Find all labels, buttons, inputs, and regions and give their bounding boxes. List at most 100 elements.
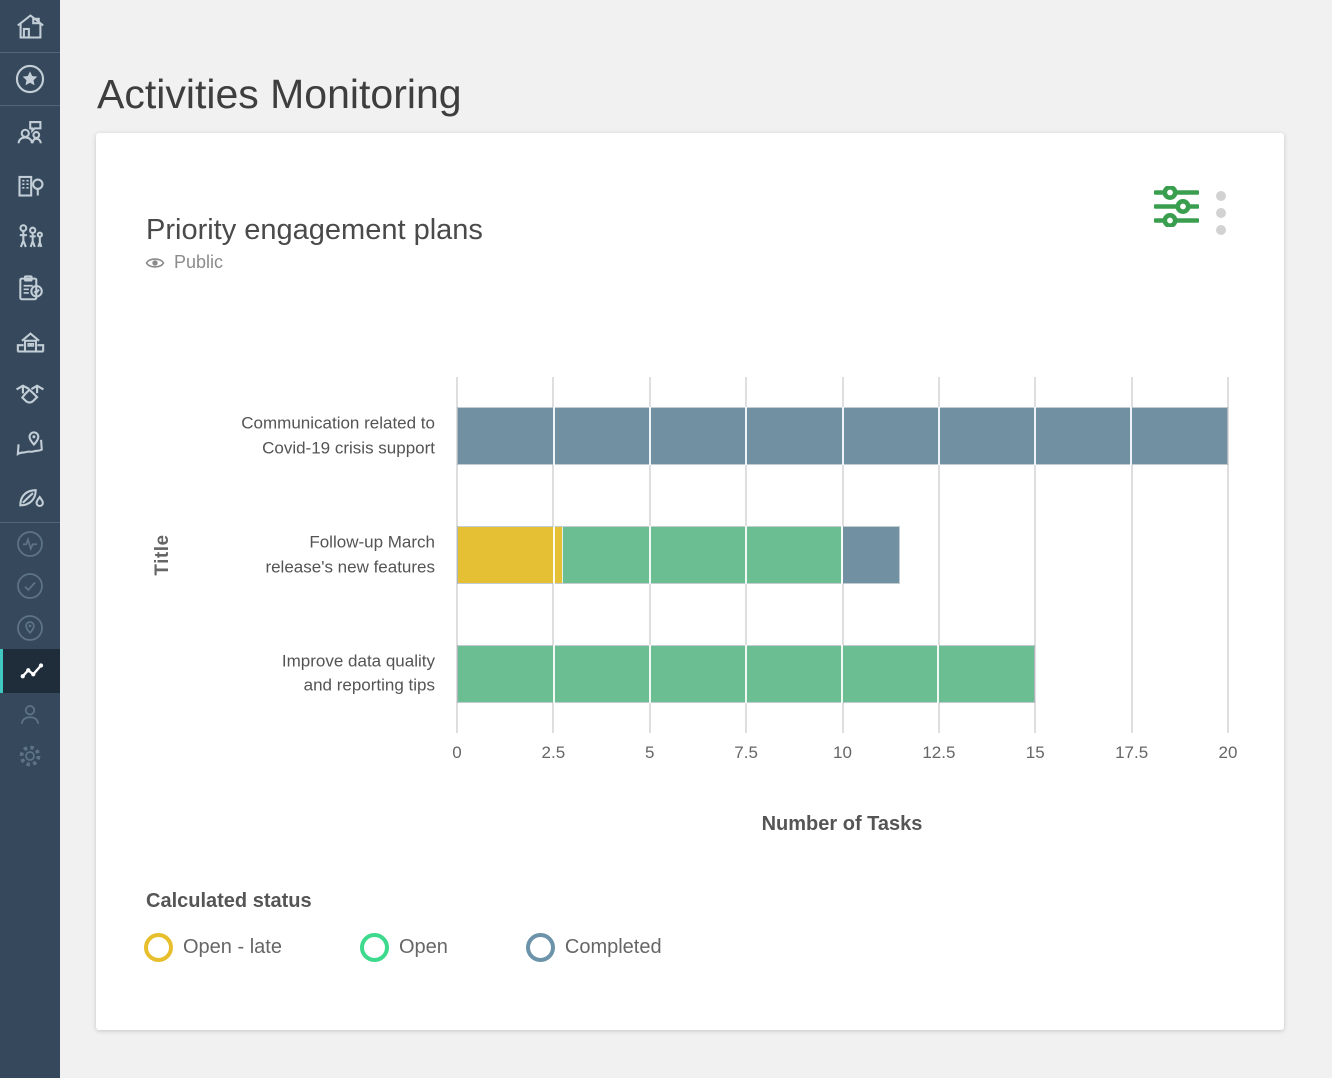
bar-grid-line xyxy=(553,407,556,466)
bar-grid-line xyxy=(1033,407,1036,466)
bar-grid-line xyxy=(937,407,940,466)
eye-icon xyxy=(145,257,165,268)
bar-grid-line xyxy=(745,644,748,703)
bar-grid-line xyxy=(648,526,651,584)
bar-grid-line xyxy=(553,644,556,703)
grid-line xyxy=(456,377,458,733)
star-icon xyxy=(15,64,45,94)
sidebar-item-star[interactable] xyxy=(0,53,60,105)
x-tick-label: 2.5 xyxy=(541,743,566,762)
x-tick-label: 10 xyxy=(833,743,852,762)
x-tick-label: 17.5 xyxy=(1115,743,1149,762)
legend-item[interactable]: Open xyxy=(359,933,448,962)
home-icon xyxy=(16,13,44,39)
sidebar-item-settings[interactable] xyxy=(0,735,60,777)
settings-gear-icon xyxy=(19,745,41,767)
bar-grid-line xyxy=(1129,407,1132,466)
x-tick-label: 0 xyxy=(452,743,462,762)
bar-grid-line xyxy=(649,407,652,466)
legend-ring-icon xyxy=(359,933,389,962)
grid-line xyxy=(1130,377,1133,733)
category-label: Improve data quality and reporting tips xyxy=(281,651,435,695)
bar-row xyxy=(457,407,1228,466)
sidebar-item-map[interactable] xyxy=(0,418,60,470)
line-chart-icon xyxy=(20,663,43,679)
page-title: Activities Monitoring xyxy=(97,71,462,118)
visibility-row: Public xyxy=(145,252,223,273)
school-icon xyxy=(16,331,44,353)
kebab-menu-icon xyxy=(1216,191,1226,201)
organization-building-icon xyxy=(17,175,43,197)
more-menu-button[interactable] xyxy=(1216,191,1226,235)
sidebar-item-home[interactable] xyxy=(0,0,60,52)
sidebar-item-plans[interactable] xyxy=(0,262,60,314)
bar-row xyxy=(457,526,901,584)
bar-grid-line xyxy=(552,526,555,584)
legend-item[interactable]: Open - late xyxy=(144,933,282,962)
plot-area: 0 2.5 5 7.5 10 12.5 15 17.5 20 xyxy=(452,377,1237,762)
legend-ring-icon xyxy=(144,933,173,962)
sidebar-item-organization[interactable] xyxy=(0,158,60,210)
kebab-menu-icon xyxy=(1216,225,1226,235)
legend-label: Open xyxy=(398,936,448,958)
x-axis-title: Number of Tasks xyxy=(761,813,923,835)
sidebar-item-environment[interactable] xyxy=(0,470,60,522)
bar-grid-line xyxy=(745,407,748,466)
legend-ring-icon xyxy=(525,933,555,962)
sidebar-item-partnership[interactable] xyxy=(0,366,60,418)
map-location-icon xyxy=(16,430,43,456)
visibility-label: Public xyxy=(174,252,224,272)
x-tick-label: 7.5 xyxy=(734,743,758,762)
sliders-icon xyxy=(1152,185,1200,228)
sidebar-item-profile[interactable] xyxy=(0,693,60,735)
location-circle-icon xyxy=(17,615,43,641)
sidebar-item-monitoring[interactable] xyxy=(0,649,60,693)
x-tick-label: 20 xyxy=(1218,743,1238,762)
grid-line xyxy=(1227,377,1229,733)
sidebar-item-family[interactable] xyxy=(0,210,60,262)
bar-grid-line xyxy=(840,526,843,584)
x-tick-label: 15 xyxy=(1025,743,1045,762)
sidebar-item-community[interactable] xyxy=(0,106,60,158)
grid-line xyxy=(1034,377,1037,733)
profile-person-icon xyxy=(20,705,40,724)
family-icon xyxy=(18,223,43,247)
main-content: Activities Monitoring Priority engagemen… xyxy=(60,0,1332,1078)
legend-label: Open - late xyxy=(183,936,282,958)
sidebar-divider xyxy=(0,105,60,106)
bar-row xyxy=(457,644,1036,703)
clipboard-check-icon xyxy=(18,274,43,300)
sidebar-item-school[interactable] xyxy=(0,314,60,366)
legend-item[interactable]: Completed xyxy=(525,933,662,962)
sidebar-item-locations[interactable] xyxy=(0,607,60,649)
category-label: Follow-up March release's new features xyxy=(265,532,435,576)
bar-grid-line xyxy=(841,644,844,703)
grid-line xyxy=(937,377,940,733)
sidebar xyxy=(0,0,60,1078)
bar-grid-line xyxy=(937,644,940,703)
bar-segment[interactable] xyxy=(561,527,842,583)
environment-leaf-icon xyxy=(18,488,44,507)
sidebar-divider xyxy=(0,522,60,523)
filter-button[interactable] xyxy=(1152,185,1200,228)
bar-segment[interactable] xyxy=(458,527,562,583)
x-tick-label: 5 xyxy=(645,743,655,762)
category-labels: Communication related to Covid-19 crisis… xyxy=(96,377,435,733)
handshake-icon xyxy=(16,384,44,404)
x-tick-label: 12.5 xyxy=(922,743,956,762)
bar-grid-line xyxy=(744,526,747,584)
check-circle-icon xyxy=(17,573,43,599)
sidebar-divider xyxy=(0,52,60,53)
community-discussion-icon xyxy=(17,120,42,143)
bar-grid-line xyxy=(841,407,844,466)
legend: Open - late Open Completed xyxy=(144,933,662,962)
bar-segment[interactable] xyxy=(841,527,900,583)
legend-label: Completed xyxy=(564,936,662,958)
bar-grid-line xyxy=(649,644,652,703)
activity-pulse-icon xyxy=(17,531,43,557)
sidebar-item-tasks[interactable] xyxy=(0,565,60,607)
sidebar-item-activity[interactable] xyxy=(0,523,60,565)
legend-title: Calculated status xyxy=(146,890,312,912)
chart-card: Priority engagement plans Public Title C… xyxy=(96,133,1284,1030)
category-label: Communication related to Covid-19 crisis… xyxy=(241,413,435,458)
